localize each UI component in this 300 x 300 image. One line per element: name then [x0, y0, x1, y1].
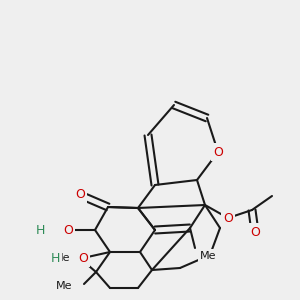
Text: H: H: [51, 251, 60, 265]
Text: O: O: [75, 188, 85, 202]
Text: Me: Me: [53, 253, 70, 263]
Text: Me: Me: [56, 281, 72, 291]
Text: O: O: [213, 146, 223, 158]
Text: H: H: [36, 224, 45, 236]
Text: O: O: [78, 251, 88, 265]
Text: Me: Me: [200, 251, 217, 261]
Text: O: O: [223, 212, 233, 224]
Text: O: O: [63, 224, 73, 236]
Text: O: O: [250, 226, 260, 238]
